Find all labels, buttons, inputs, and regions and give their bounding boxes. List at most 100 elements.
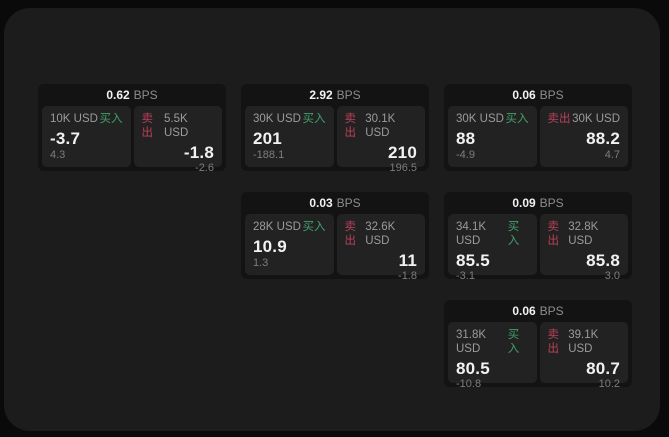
buy-amount-label: 34.1K USD xyxy=(456,221,487,247)
buy-quote-panel[interactable]: 34.1K USD 买入 85.5 -3.1 xyxy=(448,214,537,282)
sell-quote-panel[interactable]: 卖出 32.8K USD 85.8 3.0 xyxy=(539,214,628,282)
buy-price: 10.9 xyxy=(253,236,287,256)
sell-quote-panel[interactable]: 卖出 5.5K USD -1.8 -2.6 xyxy=(133,106,222,174)
buy-panel-header: 10K USD 买入 xyxy=(50,113,123,127)
buy-amount-label: 10K USD xyxy=(50,113,98,125)
buy-action-label: 买入 xyxy=(302,221,326,233)
buy-delta: -10.8 xyxy=(456,378,482,391)
sell-panel-header: 卖出 5.5K USD xyxy=(142,113,215,141)
sell-panel-header: 卖出 30K USD xyxy=(548,113,621,127)
card-header: 2.92 BPS xyxy=(245,84,425,106)
card-header: 0.03 BPS xyxy=(245,192,425,214)
sell-amount-label: 39.1K USD xyxy=(568,329,599,355)
sell-amount-label: 32.8K USD xyxy=(568,221,599,247)
buy-amount-label: 30K USD xyxy=(456,113,504,125)
buy-panel-header: 30K USD 买入 xyxy=(456,113,529,127)
sell-price: 85.8 xyxy=(586,250,620,270)
sell-panel-header: 卖出 32.6K USD xyxy=(345,221,418,249)
buy-panel-header: 31.8K USD 买入 xyxy=(456,329,529,357)
buy-amount-label: 30K USD xyxy=(253,113,301,125)
bps-value: 0.06 xyxy=(512,88,536,102)
buy-action-label: 买入 xyxy=(507,221,520,247)
quote-card: 0.09 BPS 34.1K USD 买入 85.5 -3.1 卖出 32.8K… xyxy=(444,192,632,282)
buy-price: -3.7 xyxy=(50,128,81,148)
sell-amount-label: 32.6K USD xyxy=(365,221,396,247)
sell-amount-label: 30K USD xyxy=(572,113,620,125)
buy-action-label: 买入 xyxy=(302,113,326,125)
buy-quote-panel[interactable]: 28K USD 买入 10.9 1.3 xyxy=(245,214,334,275)
buy-panel-header: 30K USD 买入 xyxy=(253,113,326,127)
sell-action-label: 卖出 xyxy=(547,329,560,355)
buy-action-label: 买入 xyxy=(505,113,529,125)
quote-sides: 10K USD 买入 -3.7 4.3 卖出 5.5K USD -1.8 -2.… xyxy=(42,106,222,174)
bps-unit-label: BPS xyxy=(336,88,361,102)
quote-sides: 30K USD 买入 201 -188.1 卖出 30.1K USD 210 1… xyxy=(245,106,425,174)
buy-delta: 4.3 xyxy=(50,148,66,161)
sell-panel-header: 卖出 32.8K USD xyxy=(548,221,621,249)
buy-delta: -3.1 xyxy=(456,270,475,283)
sell-delta: 10.2 xyxy=(598,378,620,391)
buy-price: 80.5 xyxy=(456,358,490,378)
buy-delta: 1.3 xyxy=(253,256,269,269)
bps-unit-label: BPS xyxy=(336,196,361,210)
sell-delta: -2.6 xyxy=(195,162,214,175)
bps-value: 0.09 xyxy=(512,196,536,210)
sell-price: 88.2 xyxy=(586,128,620,148)
bps-unit-label: BPS xyxy=(133,88,158,102)
sell-panel-header: 卖出 30.1K USD xyxy=(345,113,418,141)
buy-amount-label: 31.8K USD xyxy=(456,329,487,355)
quote-card: 0.06 BPS 31.8K USD 买入 80.5 -10.8 卖出 39.1… xyxy=(444,300,632,390)
buy-quote-panel[interactable]: 30K USD 买入 201 -188.1 xyxy=(245,106,334,167)
bps-value: 0.62 xyxy=(106,88,130,102)
sell-delta: 4.7 xyxy=(604,148,620,161)
buy-quote-panel[interactable]: 31.8K USD 买入 80.5 -10.8 xyxy=(448,322,537,390)
sell-quote-panel[interactable]: 卖出 30K USD 88.2 4.7 xyxy=(539,106,628,167)
sell-action-label: 卖出 xyxy=(547,113,571,125)
buy-price: 201 xyxy=(253,128,282,148)
sell-action-label: 卖出 xyxy=(344,221,357,247)
sell-action-label: 卖出 xyxy=(344,113,357,139)
quote-sides: 30K USD 买入 88 -4.9 卖出 30K USD 88.2 4.7 xyxy=(448,106,628,167)
sell-quote-panel[interactable]: 卖出 39.1K USD 80.7 10.2 xyxy=(539,322,628,390)
sell-quote-panel[interactable]: 卖出 32.6K USD 11 -1.8 xyxy=(336,214,425,282)
buy-delta: -4.9 xyxy=(456,148,475,161)
card-header: 0.06 BPS xyxy=(448,84,628,106)
sell-amount-label: 5.5K USD xyxy=(163,113,189,139)
bps-unit-label: BPS xyxy=(539,88,564,102)
card-header: 0.09 BPS xyxy=(448,192,628,214)
buy-action-label: 买入 xyxy=(99,113,123,125)
sell-amount-label: 30.1K USD xyxy=(365,113,396,139)
buy-amount-label: 28K USD xyxy=(253,221,301,233)
quote-card: 0.06 BPS 30K USD 买入 88 -4.9 卖出 30K USD 8… xyxy=(444,84,632,171)
sell-delta: 3.0 xyxy=(604,270,620,283)
bps-unit-label: BPS xyxy=(539,196,564,210)
sell-price: 80.7 xyxy=(586,358,620,378)
buy-delta: -188.1 xyxy=(253,148,285,161)
cards-grid: 0.62 BPS 10K USD 买入 -3.7 4.3 卖出 5.5K USD… xyxy=(38,84,632,390)
buy-panel-header: 28K USD 买入 xyxy=(253,221,326,235)
quote-card: 0.62 BPS 10K USD 买入 -3.7 4.3 卖出 5.5K USD… xyxy=(38,84,226,174)
quote-sides: 34.1K USD 买入 85.5 -3.1 卖出 32.8K USD 85.8… xyxy=(448,214,628,282)
sell-price: 210 xyxy=(388,142,417,162)
sell-quote-panel[interactable]: 卖出 30.1K USD 210 196.5 xyxy=(336,106,425,174)
sell-panel-header: 卖出 39.1K USD xyxy=(548,329,621,357)
buy-price: 88 xyxy=(456,128,476,148)
sell-delta: -1.8 xyxy=(398,270,417,283)
sell-price: -1.8 xyxy=(183,142,214,162)
sell-action-label: 卖出 xyxy=(547,221,560,247)
sell-delta: 196.5 xyxy=(389,162,417,175)
bps-unit-label: BPS xyxy=(539,304,564,318)
sell-action-label: 卖出 xyxy=(141,113,154,139)
bps-value: 2.92 xyxy=(309,88,333,102)
quote-card: 2.92 BPS 30K USD 买入 201 -188.1 卖出 30.1K … xyxy=(241,84,429,174)
buy-action-label: 买入 xyxy=(507,329,520,355)
card-header: 0.62 BPS xyxy=(42,84,222,106)
buy-quote-panel[interactable]: 10K USD 买入 -3.7 4.3 xyxy=(42,106,131,167)
quote-sides: 31.8K USD 买入 80.5 -10.8 卖出 39.1K USD 80.… xyxy=(448,322,628,390)
quote-sides: 28K USD 买入 10.9 1.3 卖出 32.6K USD 11 -1.8 xyxy=(245,214,425,282)
buy-quote-panel[interactable]: 30K USD 买入 88 -4.9 xyxy=(448,106,537,167)
buy-panel-header: 34.1K USD 买入 xyxy=(456,221,529,249)
buy-price: 85.5 xyxy=(456,250,490,270)
bps-value: 0.06 xyxy=(512,304,536,318)
